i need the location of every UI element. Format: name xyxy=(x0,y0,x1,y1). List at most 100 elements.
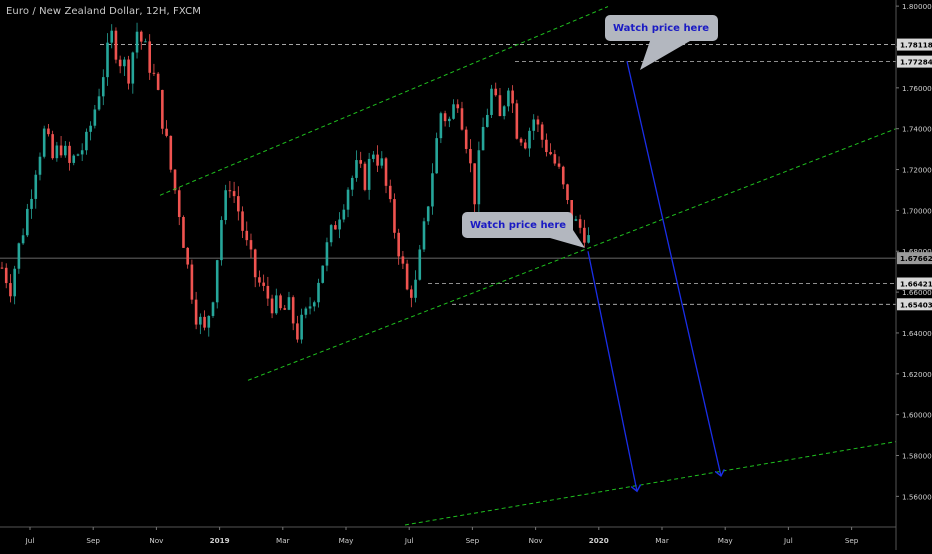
candle-body xyxy=(106,42,109,78)
y-tick-label: 1.70000 xyxy=(902,206,932,215)
candle-body xyxy=(97,96,101,110)
candle-body xyxy=(338,219,341,230)
y-tick-label: 1.64000 xyxy=(902,329,932,338)
candle-body xyxy=(405,263,409,290)
candle-body xyxy=(165,128,168,136)
candle-body xyxy=(452,104,455,119)
candle-body xyxy=(443,113,447,122)
candle-body xyxy=(80,150,84,155)
candle-body xyxy=(101,77,105,97)
callout-pointer xyxy=(550,230,585,248)
candle-body xyxy=(59,145,63,156)
candle-body xyxy=(152,72,156,74)
candle-body xyxy=(237,196,240,212)
callout-box xyxy=(462,212,573,238)
candle-body xyxy=(186,247,189,265)
x-tick-label: Nov xyxy=(149,536,164,545)
price-tag xyxy=(897,38,932,51)
candle-body xyxy=(469,148,472,164)
candle-body xyxy=(207,315,211,328)
candle-body xyxy=(283,308,287,310)
callouts: Watch price here Watch price here xyxy=(462,15,718,248)
candle-body xyxy=(21,235,25,244)
candle-body xyxy=(426,206,430,222)
x-tick-label: Sep xyxy=(845,536,859,545)
candle-body xyxy=(477,150,481,205)
candle-body xyxy=(249,240,253,250)
candle-body xyxy=(287,297,291,310)
y-tick-label: 1.66000 xyxy=(902,288,932,297)
candle-body xyxy=(76,154,80,156)
x-tick-label: Jul xyxy=(783,536,793,545)
candle-body xyxy=(384,158,388,186)
candles xyxy=(0,22,590,344)
candle-body xyxy=(194,299,198,325)
candle-body xyxy=(42,128,46,157)
y-tick-label: 1.58000 xyxy=(902,452,932,461)
price-tag-label: 1.66421 xyxy=(900,279,932,288)
y-tick-label: 1.68000 xyxy=(902,247,932,256)
channel-bottom xyxy=(404,441,897,526)
callout-text: Watch price here xyxy=(613,23,709,34)
price-tag xyxy=(897,55,932,68)
candle-body xyxy=(262,282,265,286)
candle-body xyxy=(215,260,219,303)
candle-body xyxy=(574,219,578,221)
candle-body xyxy=(110,30,114,43)
candle-body xyxy=(388,185,392,200)
candle-body xyxy=(536,119,540,125)
candle-body xyxy=(498,95,502,117)
candle-body xyxy=(418,249,422,280)
candle-body xyxy=(549,152,552,155)
candle-body xyxy=(118,59,122,67)
price-level-lines xyxy=(0,44,896,305)
candle-body xyxy=(566,184,569,201)
candle-body xyxy=(156,73,160,90)
candle-body xyxy=(456,104,460,109)
price-tag-label: 1.65403 xyxy=(900,300,932,309)
callout-pointer xyxy=(640,41,690,70)
x-tick-label: Mar xyxy=(276,536,290,545)
candle-body xyxy=(557,163,561,167)
candle-body xyxy=(540,124,544,140)
candle-body xyxy=(380,158,384,166)
candle-body xyxy=(38,156,42,175)
candle-body xyxy=(397,232,400,257)
price-tag xyxy=(897,298,932,311)
candle-body xyxy=(211,302,215,316)
candle-body xyxy=(68,145,71,163)
candle-body xyxy=(55,145,59,159)
candle-body xyxy=(439,113,443,139)
candle-body xyxy=(199,316,202,325)
candle-body xyxy=(346,189,350,210)
candle-body xyxy=(511,90,514,104)
candle-body xyxy=(308,306,312,309)
candle-body xyxy=(363,163,367,190)
candle-body xyxy=(64,145,67,156)
candle-body xyxy=(89,125,92,132)
candle-body xyxy=(312,302,316,307)
candle-body xyxy=(0,267,4,269)
x-tick-label: Sep xyxy=(466,536,480,545)
price-tag-label: 1.67662 xyxy=(900,254,932,263)
projection-arrows xyxy=(587,61,721,491)
candle-body xyxy=(258,277,261,283)
candle-body xyxy=(266,285,270,299)
x-tick-label: May xyxy=(718,536,734,545)
candle-body xyxy=(410,289,413,298)
y-tick-label: 1.74000 xyxy=(902,125,932,134)
candle-body xyxy=(34,174,38,199)
candle-body xyxy=(220,220,223,261)
candle-body xyxy=(350,177,354,190)
candle-body xyxy=(304,308,308,315)
x-tick-label: Nov xyxy=(529,536,544,545)
candle-body xyxy=(26,208,29,236)
candle-body xyxy=(515,103,519,139)
candle-body xyxy=(321,265,325,283)
candle-body xyxy=(401,256,405,264)
candle-body xyxy=(507,90,510,107)
candle-body xyxy=(325,242,329,266)
